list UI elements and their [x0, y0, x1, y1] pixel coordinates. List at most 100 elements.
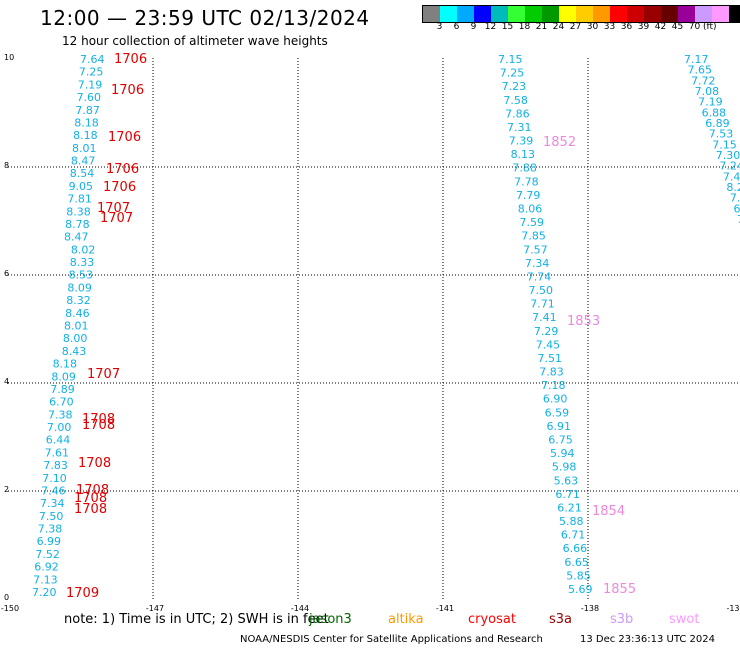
color-swatch [593, 6, 610, 22]
pass-label-swot: 1852 [543, 135, 576, 150]
wave-height-left: 7.83 [43, 459, 68, 472]
wave-height-middle: 7.41 [532, 311, 557, 324]
wave-height-left: 7.00 [47, 421, 72, 434]
legend-item: swot [669, 612, 700, 627]
wave-height-left: 8.09 [67, 281, 92, 294]
axis-ticks: -150 -147 -144 -141 -138 -13 0 2 4 6 8 10 [1, 53, 740, 613]
pass-label-cryosat: 1706 [106, 162, 139, 177]
wave-height-left: 7.38 [38, 523, 63, 536]
legend-item: jason3 [309, 612, 352, 627]
legend-item: s3a [549, 612, 573, 627]
color-swatch [712, 6, 729, 22]
wave-height-middle: 5.94 [550, 447, 575, 460]
color-swatch [508, 6, 525, 22]
wave-height-middle: 7.45 [536, 338, 561, 351]
color-swatch [457, 6, 474, 22]
color-swatch [474, 6, 491, 22]
wave-height-left: 7.52 [35, 548, 60, 561]
pass-label-cryosat: 1706 [111, 83, 144, 98]
wave-height-left: 7.60 [77, 91, 102, 104]
wave-height-right: 7.72 [691, 74, 716, 87]
wave-height-middle: 7.78 [514, 175, 539, 188]
wave-height-right: 7.53 [709, 128, 734, 141]
legend-item: altika [388, 612, 424, 627]
wave-height-right: 7.24 [719, 160, 740, 173]
wave-height-middle: 7.59 [520, 216, 545, 229]
wave-height-left: 7.87 [75, 104, 100, 117]
wave-tracks: 7.647.257.197.607.878.188.188.018.478.54… [32, 53, 740, 599]
wave-height-middle: 7.58 [503, 94, 528, 107]
wave-height-left: 8.18 [73, 129, 98, 142]
wave-height-left: 8.46 [65, 307, 90, 320]
wave-height-middle: 7.29 [534, 325, 559, 338]
color-scale-label: 45 [671, 22, 684, 32]
wave-height-left: 8.33 [70, 256, 95, 269]
pass-label-cryosat: 1707 [100, 211, 133, 226]
pass-label-cryosat: 1706 [103, 180, 136, 195]
color-swatch [678, 6, 695, 22]
color-scale-label: 12 [484, 22, 497, 32]
pass-label-cryosat: 1708 [82, 412, 115, 427]
wave-height-left: 8.02 [71, 243, 96, 256]
pass-label-cryosat: 1708 [76, 483, 109, 498]
wave-height-left: 7.13 [33, 573, 58, 586]
color-scale-label: 70 [688, 22, 701, 32]
wave-height-left: 7.81 [67, 193, 92, 206]
color-scale-label: 27 [569, 22, 582, 32]
pass-labels: 1706170617061706170617071707170717081708… [66, 52, 636, 601]
color-scale-label: 36 [620, 22, 633, 32]
wave-height-middle: 6.65 [564, 556, 589, 569]
wave-height-left: 7.61 [45, 446, 69, 459]
credit-line: NOAA/NESDIS Center for Satellite Applica… [240, 634, 543, 645]
wave-height-middle: 7.23 [502, 80, 526, 93]
generation-timestamp: 13 Dec 23:36:13 UTC 2024 [580, 634, 715, 645]
pass-label-swot: 1855 [603, 582, 636, 597]
wave-height-left: 8.01 [72, 142, 97, 155]
wave-height-middle: 7.15 [498, 53, 523, 66]
wave-height-left: 7.38 [48, 408, 73, 421]
y-tick-label: 2 [4, 485, 9, 494]
wave-height-middle: 5.98 [552, 461, 577, 474]
wave-height-left: 6.99 [37, 535, 62, 548]
wave-height-right: 7. [737, 213, 740, 226]
color-swatch [542, 6, 559, 22]
wave-height-left: 8.54 [70, 167, 95, 180]
pass-label-cryosat: 1708 [78, 456, 111, 471]
color-scale-label: 42 [654, 22, 667, 32]
wave-height-left: 8.47 [71, 155, 96, 168]
pass-label-cryosat: 1706 [114, 52, 147, 67]
wave-height-right: 6.88 [702, 106, 727, 119]
wave-height-middle: 6.59 [545, 406, 570, 419]
color-swatch [610, 6, 627, 22]
wave-height-left: 8.18 [53, 358, 77, 371]
wave-height-left: 7.46 [41, 484, 65, 497]
wave-height-middle: 8.13 [511, 148, 535, 161]
wave-height-left: 8.78 [65, 218, 90, 231]
wave-height-middle: 7.71 [530, 298, 555, 311]
wave-height-middle: 7.88 [512, 162, 537, 175]
wave-height-left: 7.50 [39, 510, 64, 523]
color-swatch [491, 6, 508, 22]
pass-label-cryosat: 1708 [74, 491, 107, 506]
pass-label-cryosat: 1708 [82, 418, 115, 433]
color-scale-label: 15 [501, 22, 514, 32]
wave-height-right: 7.65 [688, 64, 713, 77]
pass-label-cryosat: 1707 [97, 201, 130, 216]
pass-label-swot: 1853 [567, 314, 600, 329]
color-scale-label: 33 [603, 22, 616, 32]
wave-height-right: 7.30 [716, 149, 740, 162]
wave-height-middle: 7.83 [539, 366, 564, 379]
wave-height-left: 8.32 [66, 294, 91, 307]
wave-height-middle: 7.57 [523, 243, 548, 256]
x-tick-label: -13 [726, 604, 739, 613]
wave-height-middle: 7.74 [527, 270, 552, 283]
x-tick-label: -144 [291, 604, 309, 613]
wave-height-middle: 5.85 [566, 569, 591, 582]
color-swatch [423, 6, 440, 22]
pass-label-swot: 1854 [592, 504, 625, 519]
wave-height-left: 7.10 [42, 472, 67, 485]
wave-height-left: 6.44 [46, 434, 71, 447]
color-scale-label: 9 [470, 22, 477, 32]
wave-height-right: 6.89 [705, 117, 730, 130]
wave-height-left: 8.47 [64, 231, 89, 244]
